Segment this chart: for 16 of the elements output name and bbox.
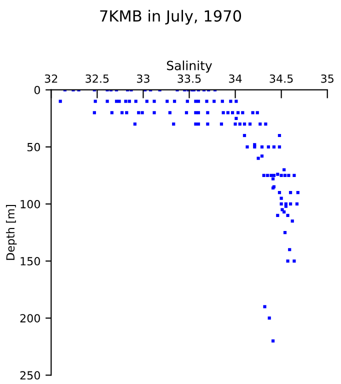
y-tick-label: 250 [20, 371, 40, 380]
x-tick-label: 34.5 [270, 74, 293, 83]
y-tick-label: 100 [20, 200, 40, 208]
y-axis-title: Depth [m] [6, 205, 17, 260]
x-tick-label: 33.5 [178, 74, 201, 83]
x-tick-label: 35 [321, 74, 334, 83]
y-tick-label: 150 [20, 257, 40, 266]
x-tick-label: 34 [229, 74, 242, 83]
x-tick-label: 33 [137, 74, 150, 83]
y-tick-label: 50 [27, 142, 40, 152]
x-tick-label: 32.5 [86, 74, 109, 83]
y-tick-label: 0 [34, 86, 40, 94]
x-axis-title: Salinity [166, 60, 212, 73]
x-tick-label: 32 [44, 74, 58, 83]
chart-title: 7KMB in July, 1970 [100, 10, 242, 25]
y-tick-label: 200 [20, 314, 40, 322]
